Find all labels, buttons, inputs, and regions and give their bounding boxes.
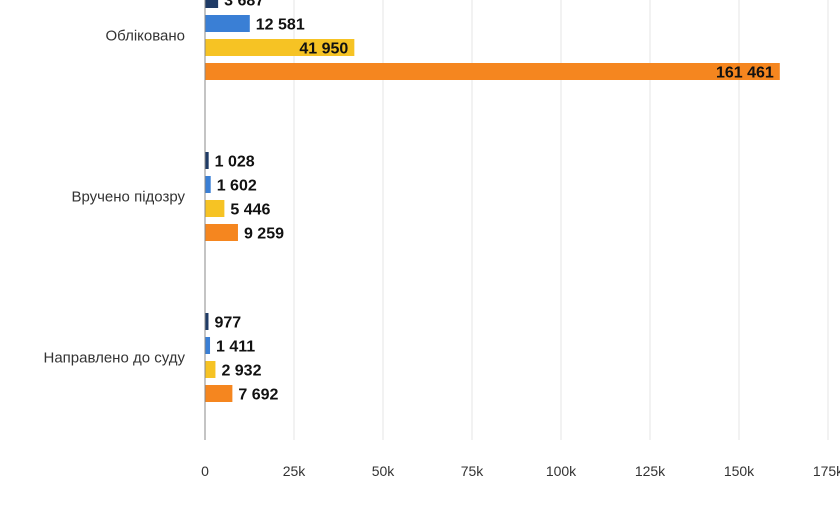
x-tick-label: 0 [201,463,209,479]
bars-group [205,0,780,402]
x-tick-label: 175k [813,463,840,479]
data-label: 3 687 [224,0,264,10]
bar [205,337,211,354]
category-label: Направлено до суду [43,350,185,367]
bar [205,313,209,330]
data-label: 1 411 [216,339,255,356]
category-label: Обліковано [105,28,185,45]
data-label: 1 602 [217,178,257,195]
bar [205,15,250,32]
x-tick-labels: 0 25k 50k 75k 100k 125k 150k 175k [201,463,840,479]
data-labels: 3 687 12 581 41 950 161 461 1 028 1 602 5 446 9… [214,0,773,404]
data-label: 5 446 [230,202,270,219]
data-label: 12 581 [256,17,305,34]
x-tick-label: 125k [635,463,666,479]
bar [205,361,216,378]
category-label: Вручено підозру [71,189,185,206]
data-label: 161 461 [716,65,774,82]
bar [205,63,780,80]
bar [205,152,209,169]
category-labels: Обліковано Вручено підозру Направлено до с… [43,28,185,367]
bar [205,39,355,56]
bar [205,385,233,402]
x-tick-label: 25k [283,463,307,479]
bar [205,224,238,241]
bar [205,200,225,217]
x-tick-label: 50k [372,463,396,479]
x-tick-label: 75k [461,463,485,479]
data-label: 9 259 [244,226,284,243]
x-tick-label: 100k [546,463,577,479]
data-label: 2 932 [221,363,261,380]
data-label: 977 [214,315,241,332]
data-label: 41 950 [299,41,348,58]
bar [205,176,211,193]
data-label: 1 028 [215,154,255,171]
bar [205,0,219,8]
x-tick-label: 150k [724,463,755,479]
data-label: 7 692 [238,387,278,404]
